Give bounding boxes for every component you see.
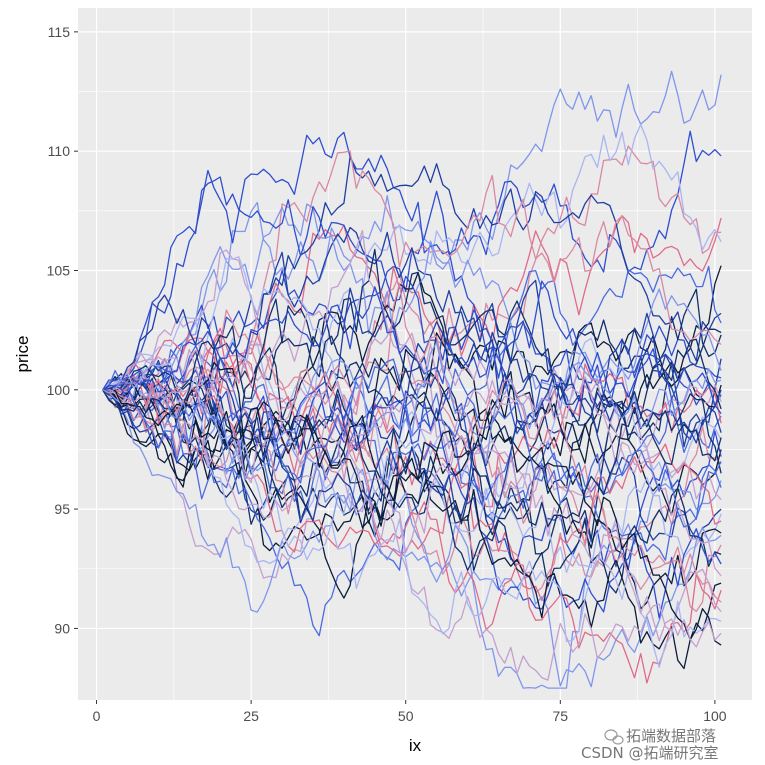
x-tick-label: 25 [243, 708, 259, 724]
series-line [102, 298, 722, 528]
series-line [102, 248, 722, 442]
x-tick-label: 100 [703, 708, 727, 724]
series-line [102, 203, 722, 411]
series-line [102, 364, 722, 619]
series-line [102, 374, 722, 681]
series-line [102, 280, 722, 415]
series-line [102, 145, 722, 436]
series-line [102, 366, 722, 688]
series-line [102, 361, 722, 670]
x-axis-title: ix [409, 736, 422, 755]
series-line [102, 131, 722, 435]
series-line [102, 389, 722, 689]
series-line [102, 329, 722, 508]
series-line [102, 369, 722, 612]
series-line [102, 130, 722, 412]
series-line [102, 176, 722, 418]
y-tick-label: 100 [47, 382, 71, 398]
series-line [102, 156, 722, 398]
x-tick-label: 75 [553, 708, 569, 724]
series-line [102, 294, 722, 524]
y-tick-label: 95 [54, 501, 70, 517]
y-tick-label: 110 [48, 143, 71, 159]
watermark-line1: 拓端数据部落 [626, 727, 716, 745]
series-line [102, 150, 722, 413]
y-axis: 90 95 100 105 110 115 [47, 24, 78, 636]
series-line [102, 229, 722, 501]
y-tick-label: 115 [48, 24, 71, 40]
series-line [102, 387, 722, 646]
series-line [102, 282, 722, 603]
series-line [102, 341, 722, 481]
series-line [102, 70, 722, 393]
x-tick-label: 50 [398, 708, 414, 724]
series-line [102, 320, 722, 579]
x-axis: 0 25 50 75 100 [93, 700, 727, 724]
series-line [102, 327, 722, 602]
series-line [102, 287, 722, 516]
watermark-line2: CSDN @拓端研究室 [581, 744, 719, 762]
wechat-icon [604, 729, 624, 745]
series-line [102, 288, 722, 467]
series-line [102, 376, 722, 577]
watermark: 拓端数据部落 CSDN @拓端研究室 [581, 727, 719, 762]
y-tick-label: 105 [47, 262, 71, 278]
series-line [102, 381, 722, 684]
series-line [102, 337, 722, 565]
series-lines [102, 70, 722, 689]
series-line [102, 387, 722, 610]
series-line [102, 332, 722, 552]
x-tick-label: 0 [93, 708, 101, 724]
series-line [102, 348, 722, 648]
y-axis-title: price [13, 336, 32, 373]
y-tick-label: 90 [54, 620, 70, 636]
